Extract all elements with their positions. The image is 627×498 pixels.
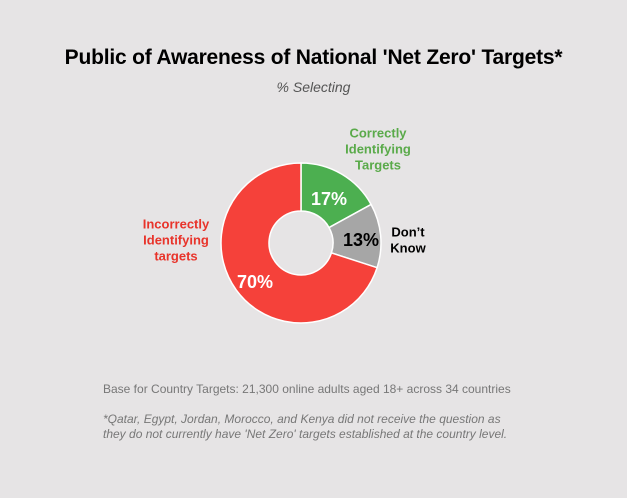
value-label: 70% bbox=[237, 272, 273, 292]
footnote: *Qatar, Egypt, Jordan, Morocco, and Keny… bbox=[103, 412, 508, 441]
value-label: 13% bbox=[343, 230, 379, 250]
base-note: Base for Country Targets: 21,300 online … bbox=[103, 382, 511, 396]
chart-subtitle: % Selecting bbox=[276, 79, 351, 95]
category-label: Incorrectly Identifying targets bbox=[143, 216, 210, 263]
category-label: Correctly Identifying Targets bbox=[345, 125, 411, 172]
category-label: Don’t Know bbox=[390, 224, 426, 255]
value-label: 17% bbox=[311, 189, 347, 209]
slice-incorrectly-identifying-targets bbox=[220, 162, 379, 324]
chart-title: Public of Awareness of National 'Net Zer… bbox=[64, 46, 563, 69]
